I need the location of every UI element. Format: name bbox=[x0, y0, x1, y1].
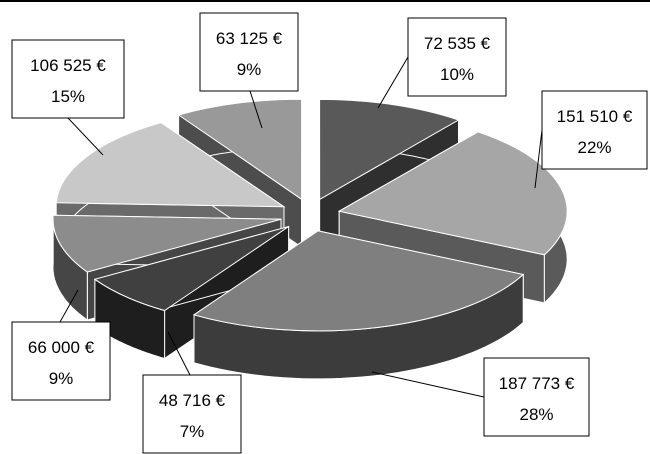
pie-slice-top bbox=[177, 98, 303, 201]
percent-label: 22% bbox=[577, 138, 611, 157]
value-label: 48 716 € bbox=[159, 391, 226, 410]
percent-label: 15% bbox=[51, 87, 85, 106]
data-label-2: 151 510 € 22% bbox=[534, 90, 648, 189]
data-label-4: 48 716 € 7% bbox=[142, 331, 242, 454]
label-box bbox=[142, 374, 242, 454]
label-box bbox=[541, 90, 648, 170]
percent-label: 7% bbox=[180, 422, 205, 441]
pie-slice-top bbox=[319, 98, 460, 201]
pie-slice-top bbox=[337, 131, 568, 256]
value-label: 72 535 € bbox=[424, 34, 491, 53]
value-label: 66 000 € bbox=[28, 338, 95, 357]
pie-slice-3 bbox=[192, 229, 525, 380]
percent-label: 28% bbox=[519, 405, 553, 424]
label-box bbox=[11, 39, 125, 119]
value-label: 187 773 € bbox=[499, 374, 575, 393]
leader-line bbox=[377, 56, 409, 109]
percent-label: 9% bbox=[49, 369, 74, 388]
pie-slice-top bbox=[52, 214, 282, 273]
leader-line bbox=[67, 117, 104, 156]
pie-slice-top bbox=[93, 226, 289, 312]
label-box bbox=[199, 12, 299, 92]
data-label-7: 63 125 € 9% bbox=[199, 12, 299, 129]
value-label: 63 125 € bbox=[216, 29, 283, 48]
label-box bbox=[407, 17, 507, 97]
value-label: 151 510 € bbox=[557, 107, 633, 126]
data-label-5: 66 000 € 9% bbox=[11, 289, 111, 401]
top-rule bbox=[0, 0, 650, 2]
leader-line bbox=[249, 90, 263, 129]
data-label-3: 187 773 € 28% bbox=[371, 357, 590, 437]
leader-line bbox=[59, 289, 79, 323]
leader-line bbox=[167, 331, 191, 376]
pie-slice-top bbox=[55, 122, 286, 208]
percent-label: 10% bbox=[440, 65, 474, 84]
percent-label: 9% bbox=[237, 60, 262, 79]
data-label-1: 72 535 € 10% bbox=[377, 17, 507, 109]
pie-slice-top bbox=[192, 230, 525, 332]
data-label-6: 106 525 € 15% bbox=[11, 39, 125, 156]
value-label: 106 525 € bbox=[30, 56, 106, 75]
label-box bbox=[483, 357, 590, 437]
label-box bbox=[11, 321, 111, 401]
leader-line bbox=[534, 129, 543, 189]
leader-line bbox=[371, 371, 485, 398]
